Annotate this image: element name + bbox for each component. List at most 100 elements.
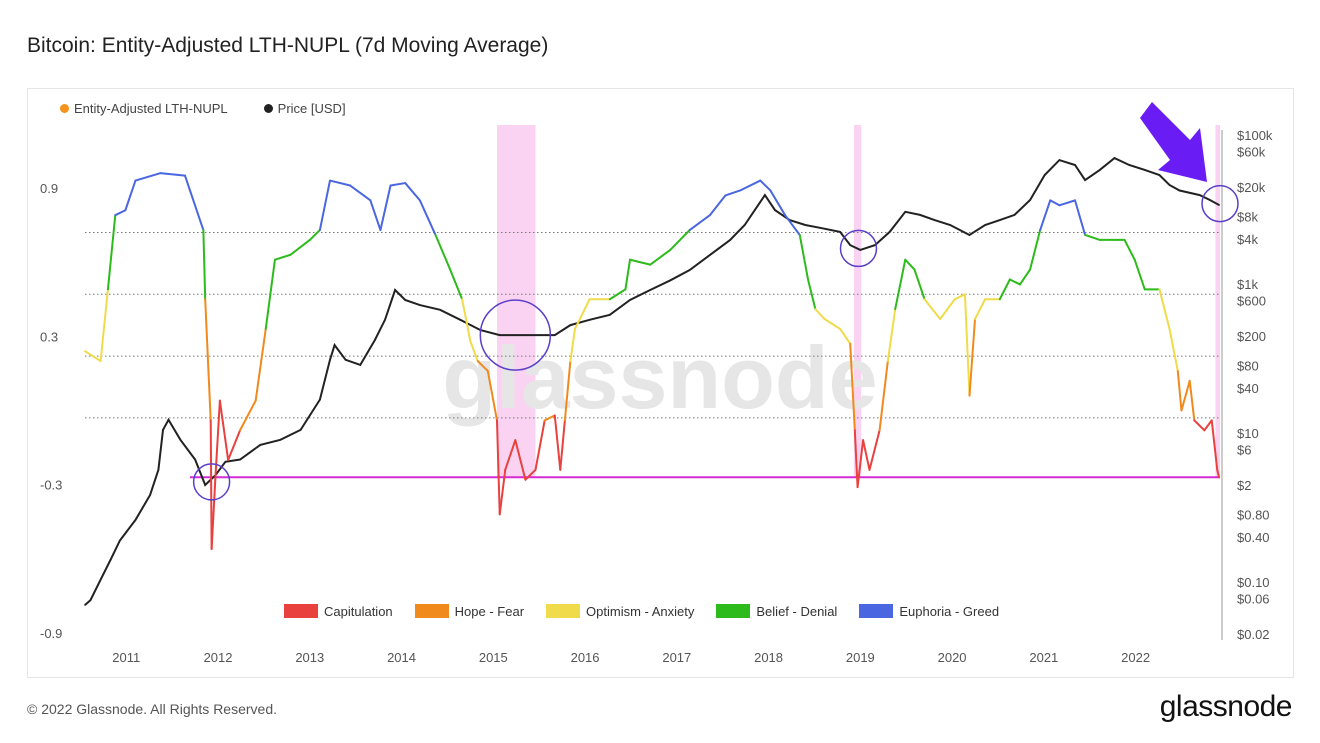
nupl-segment	[904, 258, 916, 271]
legend-item-zone[interactable]: Euphoria - Greed	[859, 604, 999, 619]
nupl-segment	[853, 429, 859, 489]
nupl-segment	[1008, 278, 1021, 286]
nupl-segment	[1210, 419, 1219, 471]
price-point	[539, 334, 541, 336]
price-point	[119, 539, 121, 542]
price-point	[519, 334, 521, 336]
nupl-segment	[886, 308, 897, 363]
nupl-segment	[134, 172, 162, 182]
nupl-segment	[849, 342, 856, 432]
nupl-segment	[1158, 288, 1171, 330]
price-point	[629, 299, 631, 301]
nupl-segment	[968, 318, 977, 397]
nupl-segment	[1168, 327, 1179, 372]
price-point	[709, 254, 711, 256]
nupl-segment	[254, 327, 267, 402]
price-point	[1143, 169, 1146, 171]
highlight-circle	[192, 463, 231, 501]
nupl-segment	[159, 172, 187, 177]
watermark: glassnode	[442, 328, 877, 427]
price-point	[609, 314, 611, 316]
price-point	[109, 558, 112, 561]
price-point	[329, 358, 331, 361]
highlight-circle	[479, 299, 552, 371]
nupl-segment	[894, 258, 907, 311]
price-point	[764, 194, 766, 196]
legend-zones: Capitulation Hope - Fear Optimism - Anxiet…	[284, 604, 999, 619]
nupl-segment	[461, 298, 472, 343]
nupl-segment	[469, 340, 479, 363]
legend-dot-icon	[60, 104, 69, 113]
price-point	[849, 244, 852, 246]
nupl-segment	[514, 439, 527, 481]
y-left-tick-label: 0.3	[40, 329, 58, 344]
legend-item-price[interactable]: Price [USD]	[263, 101, 346, 116]
legend-item-zone[interactable]: Hope - Fear	[414, 604, 524, 619]
price-point	[1218, 204, 1220, 206]
price-point	[194, 458, 196, 461]
y-right-tick-label: $0.40	[1237, 530, 1270, 545]
nupl-segment	[688, 214, 711, 232]
y-right-tick-label: $0.02	[1237, 627, 1270, 642]
nupl-segment	[724, 189, 742, 197]
x-tick-label: 2013	[295, 650, 324, 665]
legend-item-nupl[interactable]: Entity-Adjusted LTH-NUPL	[60, 101, 228, 116]
legend-dot-icon	[263, 104, 273, 113]
nupl-segment	[495, 419, 501, 516]
legend-item-zone[interactable]: Belief - Denial	[716, 604, 837, 619]
y-left-tick-label: 0.9	[40, 181, 58, 196]
price-point	[84, 604, 86, 606]
price-point	[1158, 174, 1161, 176]
price-point	[89, 599, 92, 601]
y-right-tick-label: $60k	[1237, 145, 1266, 160]
price-line	[84, 156, 1220, 606]
nupl-segment	[486, 369, 498, 422]
y-right-tick-label: $0.10	[1237, 575, 1270, 590]
nupl-segment	[868, 429, 881, 471]
price-point	[1058, 159, 1061, 161]
price-point	[1128, 164, 1130, 166]
price-point	[804, 224, 807, 226]
price-point	[1199, 194, 1201, 196]
nupl-segment	[814, 308, 826, 321]
legend-label: Price [USD]	[277, 101, 346, 116]
nupl-segment	[106, 214, 117, 291]
price-point	[569, 324, 572, 326]
nupl-segment	[498, 468, 507, 516]
nupl-segment	[308, 229, 321, 241]
x-tick-label: 2021	[1029, 650, 1058, 665]
x-tick-label: 2012	[204, 650, 233, 665]
price-point	[374, 339, 376, 341]
price-point	[498, 334, 501, 336]
nupl-segment	[649, 248, 672, 266]
nupl-segment	[569, 327, 576, 363]
y-right-tick-label: $40	[1237, 381, 1259, 396]
nupl-segment	[202, 229, 207, 301]
legend-swatch-icon	[859, 604, 894, 618]
y-right-tick-label: $6	[1237, 442, 1251, 457]
y-right-tick-label: $0.06	[1237, 591, 1270, 606]
y-right-tick-label: $200	[1237, 329, 1266, 344]
nupl-segment	[878, 360, 889, 432]
brand-logo: glassnode	[1159, 690, 1293, 723]
nupl-segment	[608, 288, 627, 301]
legend-item-zone[interactable]: Capitulation	[284, 604, 393, 619]
price-point	[1074, 164, 1076, 166]
nupl-segment	[862, 439, 871, 471]
legend-top: Entity-Adjusted LTH-NUPL Price [USD]	[60, 101, 346, 116]
price-point	[839, 231, 841, 233]
legend-item-zone[interactable]: Optimism - Anxiety	[546, 604, 694, 619]
nupl-segment	[114, 209, 127, 217]
price-point	[859, 249, 862, 251]
x-tick-label: 2018	[754, 650, 783, 665]
shaded-region	[496, 125, 536, 478]
nupl-segment	[99, 288, 109, 363]
price-point	[949, 224, 952, 226]
nupl-segment	[1074, 199, 1087, 236]
nupl-segment	[84, 350, 102, 363]
x-tick-label: 2017	[662, 650, 691, 665]
y-right-tick-label: $2	[1237, 478, 1251, 493]
nupl-segment	[807, 278, 817, 311]
legend-label: Entity-Adjusted LTH-NUPL	[74, 101, 228, 116]
nupl-segment	[273, 253, 292, 261]
